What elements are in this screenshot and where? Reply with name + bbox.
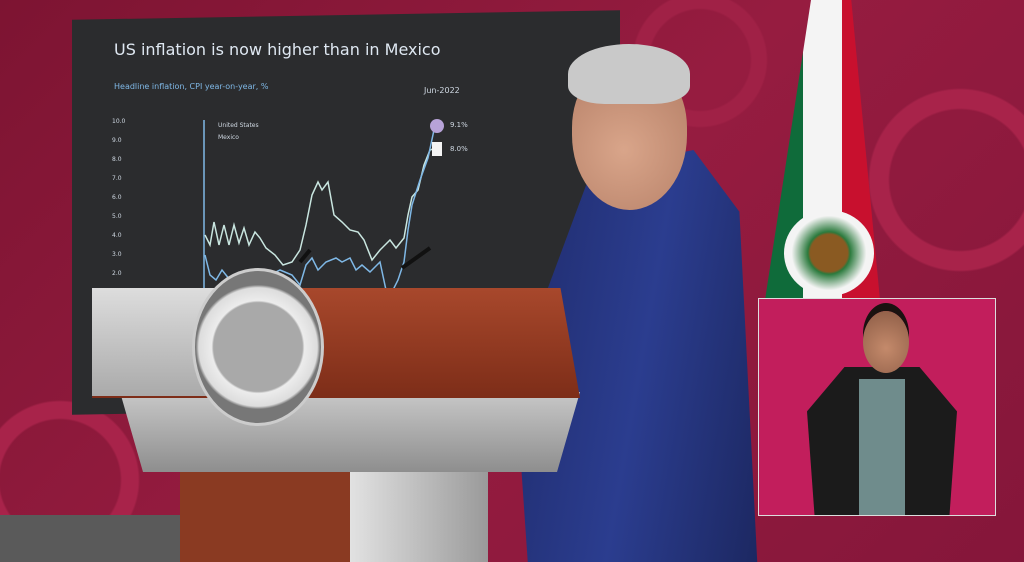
- interpreter-shirt: [859, 379, 905, 515]
- mexico-end-label: 8.0%: [450, 145, 468, 153]
- legend-mexico: Mexico: [218, 134, 239, 141]
- flag-eagle-emblem: [784, 210, 874, 296]
- microphone-right: [400, 246, 432, 270]
- y-tick: 9.0: [112, 137, 122, 144]
- floor: [0, 515, 180, 562]
- us-line: [204, 129, 435, 293]
- mexico-flag-icon: [432, 142, 442, 156]
- mexico-national-seal: [192, 268, 324, 426]
- podium-base: [180, 470, 350, 562]
- chart-subtitle: Headline inflation, CPI year-on-year, %: [114, 82, 269, 91]
- podium-steel-band: [120, 392, 580, 472]
- y-tick: 6.0: [112, 194, 122, 201]
- us-flag-icon: [430, 119, 444, 133]
- chart-date: Jun-2022: [424, 86, 460, 95]
- y-tick: 8.0: [112, 156, 122, 163]
- interpreter-head: [863, 311, 909, 373]
- y-tick: 7.0: [112, 175, 122, 182]
- mexico-line: [204, 147, 437, 266]
- speaker-hair: [568, 44, 690, 104]
- sign-language-interpreter-inset: [758, 298, 996, 516]
- y-tick: 2.0: [112, 270, 122, 277]
- y-tick: 3.0: [112, 251, 122, 258]
- us-end-label: 9.1%: [450, 121, 468, 129]
- y-tick: 5.0: [112, 213, 122, 220]
- legend-us: United States: [218, 122, 259, 129]
- chart-title: US inflation is now higher than in Mexic…: [114, 40, 441, 59]
- y-tick: 10.0: [112, 118, 126, 125]
- microphone-left: [298, 248, 312, 264]
- y-tick: 4.0: [112, 232, 122, 239]
